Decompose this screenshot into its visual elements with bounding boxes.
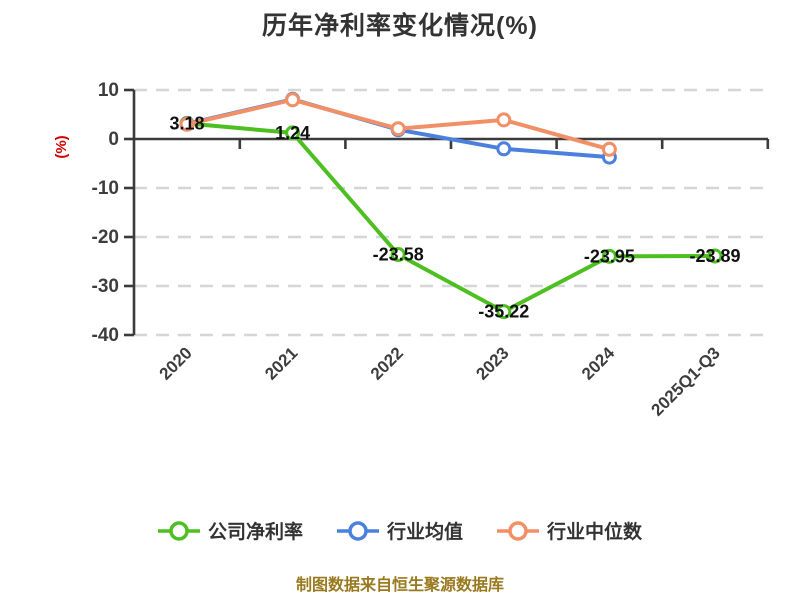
y-tick-label: -20 [92,227,119,248]
legend-marker-green-icon [157,520,200,541]
data-point-series-0 [285,125,301,141]
source-caption: 制图数据来自恒生聚源数据库 [295,577,504,594]
data-point-series-2 [601,141,617,157]
x-tick-label: 2022 [367,343,407,383]
legend-label: 行业均值 [386,522,463,543]
data-point-series-2 [179,116,195,132]
data-value-label: -23.89 [689,246,740,266]
legend-label: 行业中位数 [547,522,643,543]
data-value-label: -35.22 [478,302,529,322]
x-tick-label: 2021 [261,343,301,383]
data-point-series-2 [496,112,512,128]
x-tick-label: 2023 [472,343,512,383]
legend-label: 公司净利率 [207,522,303,543]
legend-item-industry-median: 行业中位数 [497,517,642,544]
y-axis-unit-label: (%) [53,135,70,158]
data-value-label: 1.24 [275,123,310,143]
series-line-0 [185,121,717,314]
y-tick-label: 0 [108,129,119,150]
data-value-label: -23.95 [584,246,635,266]
x-tick-label: 2020 [156,343,196,383]
data-value-label: 3.18 [169,113,204,133]
data-point-series-0 [390,247,406,263]
legend-item-industry-mean: 行业均值 [336,517,463,544]
y-tick-label: -40 [92,325,119,346]
legend-marker-blue-icon [336,520,379,541]
data-point-series-0 [601,248,617,264]
data-point-series-0 [496,304,512,320]
data-value-label: -23.58 [373,245,424,265]
data-point-series-2 [390,121,406,137]
y-tick-label: -10 [92,178,119,199]
data-point-series-1 [496,141,512,157]
x-tick-label: 2025Q1-Q3 [648,343,724,419]
legend-marker-orange-icon [497,520,539,541]
y-tick-label: 10 [98,80,119,101]
y-tick-label: -30 [92,276,119,297]
chart-title: 历年净利率变化情况(%) [262,12,538,40]
chart-legend: 公司净利率 行业均值 行业中位数 [0,517,800,544]
data-point-series-0 [707,248,723,264]
data-point-series-2 [285,92,301,108]
x-tick-label: 2024 [578,343,619,384]
legend-item-company-net-margin: 公司净利率 [157,517,303,544]
